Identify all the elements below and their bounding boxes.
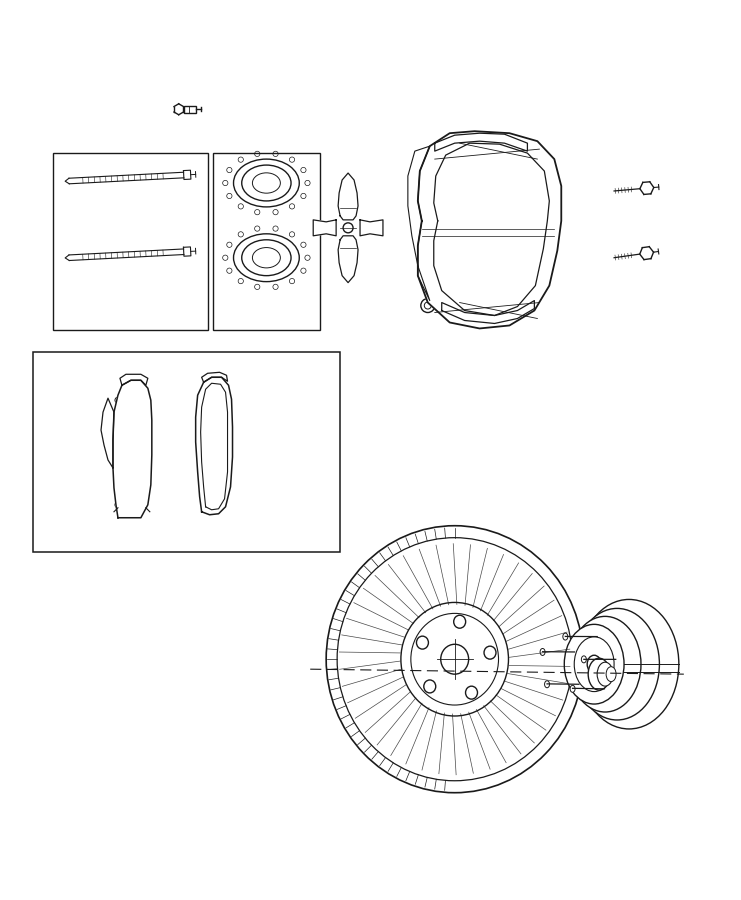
Ellipse shape — [606, 667, 616, 681]
Ellipse shape — [416, 636, 428, 649]
Ellipse shape — [579, 599, 679, 729]
Ellipse shape — [563, 633, 568, 640]
Ellipse shape — [569, 616, 641, 712]
Ellipse shape — [484, 646, 496, 659]
Ellipse shape — [453, 616, 465, 628]
Ellipse shape — [468, 255, 520, 307]
Ellipse shape — [597, 662, 613, 686]
Circle shape — [421, 149, 435, 163]
Ellipse shape — [575, 608, 659, 720]
Ellipse shape — [564, 625, 624, 704]
Polygon shape — [338, 173, 358, 220]
Polygon shape — [313, 220, 336, 236]
Polygon shape — [202, 373, 227, 382]
Bar — [213, 153, 320, 330]
Ellipse shape — [540, 649, 545, 655]
Ellipse shape — [468, 163, 520, 215]
Polygon shape — [435, 133, 528, 151]
Ellipse shape — [588, 658, 610, 690]
Polygon shape — [360, 220, 383, 236]
Polygon shape — [120, 374, 148, 385]
Ellipse shape — [570, 685, 575, 692]
Polygon shape — [113, 381, 152, 518]
Ellipse shape — [465, 686, 477, 699]
Bar — [33, 353, 340, 552]
Ellipse shape — [424, 680, 436, 693]
Ellipse shape — [574, 637, 614, 691]
Ellipse shape — [582, 656, 586, 662]
Ellipse shape — [545, 680, 550, 688]
Ellipse shape — [441, 644, 468, 674]
Bar — [53, 153, 207, 330]
Polygon shape — [101, 398, 114, 468]
Polygon shape — [418, 131, 561, 328]
Ellipse shape — [587, 655, 601, 673]
Bar — [184, 106, 196, 112]
Circle shape — [421, 299, 435, 312]
Polygon shape — [196, 377, 233, 515]
Circle shape — [540, 224, 554, 238]
Polygon shape — [338, 236, 358, 283]
Polygon shape — [442, 301, 534, 323]
Polygon shape — [408, 146, 430, 301]
